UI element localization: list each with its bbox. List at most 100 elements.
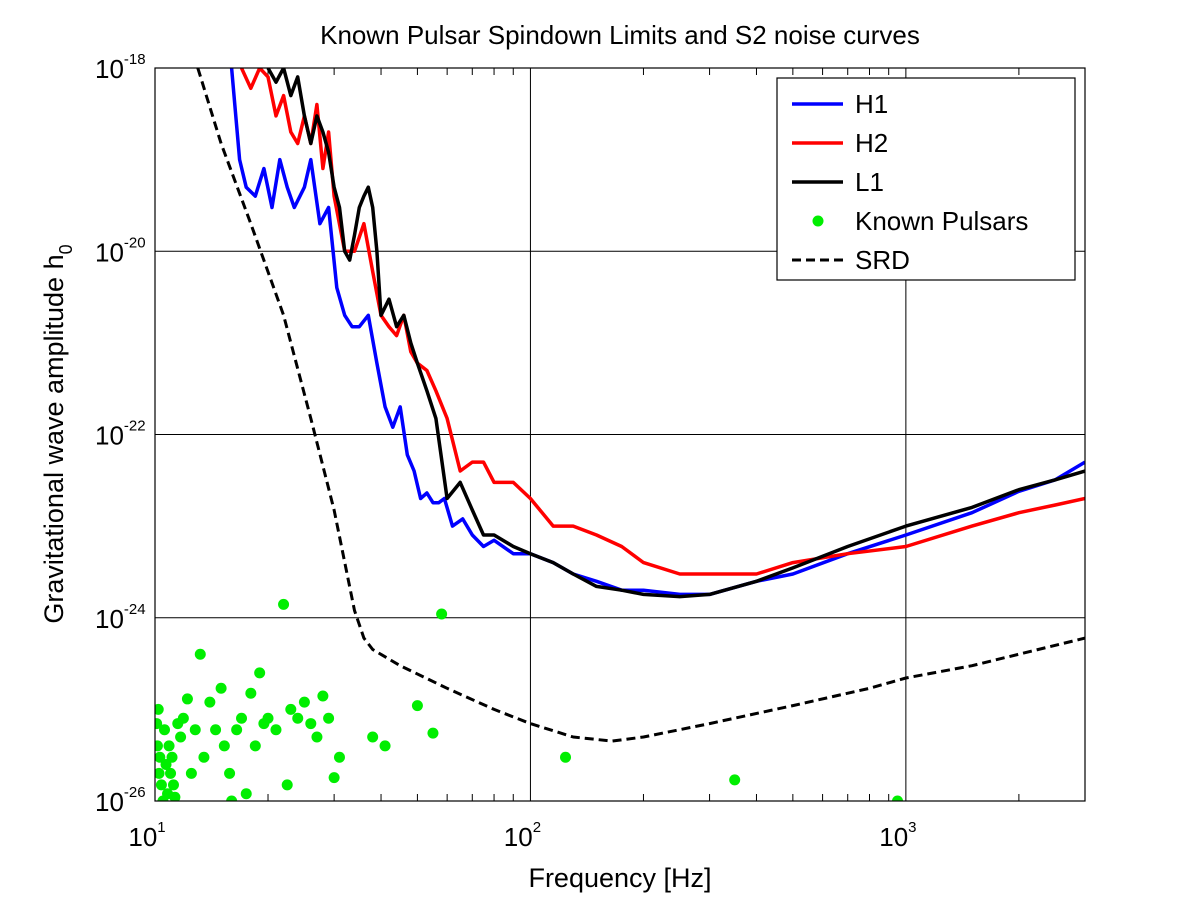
y-tick-label: 10-24 [95,601,146,634]
legend-label: SRD [855,245,910,275]
legend-label: L1 [855,167,884,197]
pulsar-point [189,724,201,736]
pulsar-point [175,731,187,743]
pulsar-point [270,724,282,736]
pulsar-point [379,740,391,752]
pulsar-point [155,779,167,791]
pulsar-point [215,682,227,694]
pulsar-point [305,718,317,730]
pulsar-point [155,740,163,752]
pulsar-point [236,712,248,724]
pulsar-point [411,700,423,712]
pulsar-point [185,767,197,779]
y-tick-exponent: -26 [124,784,146,801]
pulsar-point [210,724,222,736]
y-tick-base: 10 [95,604,124,634]
legend-label: Known Pulsars [855,206,1028,236]
pulsar-point [278,598,290,610]
legend-item-h2: H2 [792,128,888,158]
x-axis-label: Frequency [Hz] [528,863,711,893]
pulsar-point [333,751,345,763]
x-tick-base: 10 [879,822,908,852]
pulsar-point [218,740,230,752]
series-known-pulsars [155,598,904,801]
series-group [155,68,1085,801]
x-tick-exponent: 3 [908,819,916,836]
y-tick-exponent: -24 [124,601,146,618]
y-tick-label: 10-20 [95,234,146,267]
pulsar-point [245,687,257,699]
pulsar-point [226,795,238,801]
pulsar-point [177,712,189,724]
legend-label: H1 [855,89,888,119]
x-tick-labels: 101 102 103 [128,819,916,852]
pulsar-point [155,767,165,779]
x-tick-base: 10 [128,822,157,852]
legend-item-known-pulsars: Known Pulsars [812,206,1028,236]
y-axis-label-main: Gravitational wave amplitude h [39,254,69,623]
legend-label: H2 [855,128,888,158]
x-tick-base: 10 [504,822,533,852]
y-tick-base: 10 [95,421,124,451]
legend-box [776,77,1076,281]
pulsar-point [249,740,261,752]
pulsar-point [240,788,252,800]
pulsar-point [198,751,210,763]
pulsar-point [298,696,310,708]
plot-frame [154,67,1086,802]
pulsar-point [167,779,179,791]
pulsar-point [436,608,448,620]
pulsar-point [160,759,172,771]
legend-item-srd: SRD [792,245,910,275]
pulsar-point [169,791,181,801]
pulsar-point [729,774,741,786]
pulsar-point [159,724,171,736]
series-h2-line [239,68,1085,576]
pulsar-point [224,767,236,779]
pulsar-point [292,712,304,724]
pulsar-point [204,696,216,708]
pulsar-point [311,731,323,743]
pulsar-point [231,724,243,736]
x-tick-label: 103 [879,819,916,852]
pulsar-point [163,740,175,752]
pulsar-point [892,795,904,801]
y-tick-base: 10 [95,237,124,267]
pulsar-point [323,712,335,724]
y-tick-exponent: -20 [124,234,146,251]
series-l1-line [266,68,1085,599]
legend-item-l1: L1 [792,167,884,197]
pulsar-point [194,648,206,660]
pulsar-point [367,731,379,743]
pulsar-point [560,751,572,763]
pulsar-point [155,703,164,715]
pulsar-point [262,712,274,724]
y-tick-label: 10-26 [95,784,146,817]
pulsar-point [281,779,293,791]
y-tick-exponent: -22 [124,418,146,435]
y-tick-base: 10 [95,54,124,84]
pulsar-point [328,772,340,784]
y-tick-base: 10 [95,787,124,817]
x-tick-label: 102 [504,819,541,852]
x-tick-exponent: 2 [533,819,541,836]
pulsar-point [165,767,177,779]
pulsar-point [155,751,166,763]
series-layer [155,68,1085,801]
pulsar-point [254,667,266,679]
pulsar-point [285,703,297,715]
pulsar-point [317,690,329,702]
x-tick-exponent: 1 [157,819,165,836]
y-tick-label: 10-22 [95,418,146,451]
pulsar-point [166,751,178,763]
x-tick-label: 101 [128,819,165,852]
y-tick-label: 10-18 [95,51,146,84]
y-axis-label-subscript: 0 [56,244,76,254]
y-tick-exponent: -18 [124,51,146,68]
y-axis-label: Gravitational wave amplitude h0 [39,244,76,623]
pulsar-point [181,693,193,705]
legend-swatch [812,215,824,227]
series-srd-line [196,68,1085,743]
